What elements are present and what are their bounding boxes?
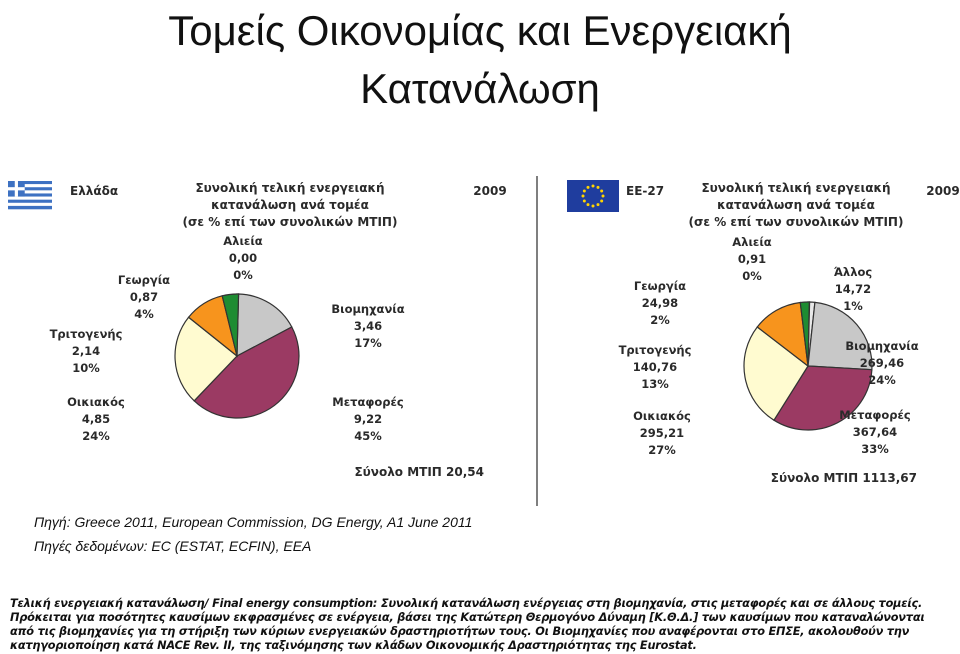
pie-slice-οικιακός [174, 316, 238, 402]
total-label: Σύνολο ΜΤΙΠ 1113,67 [771, 471, 917, 485]
chart-title-line: (σε % επί των συνολικών ΜΤΙΠ) [183, 215, 398, 229]
pie-slice-μεταφορές [193, 326, 300, 419]
slice-percent: 33% [861, 442, 889, 456]
slice-value: 14,72 [835, 282, 871, 296]
slice-label-οικιακός: Οικιακός 4,85 24% [67, 395, 125, 443]
chart-title-line: κατανάλωση ανά τομέα [717, 198, 875, 212]
slice-name: Βιομηχανία [331, 302, 404, 316]
slice-percent: 2% [650, 313, 670, 327]
slice-value: 269,46 [860, 356, 904, 370]
region-label: Ελλάδα [70, 184, 118, 198]
pie-chart-eu27: ΕΕ-27 Συνολική τελική ενεργειακή κατανάλωσ… [567, 180, 960, 485]
definition-note: Τελική ενεργειακή κατανάλωση/ Final ener… [10, 597, 950, 653]
slice-percent: 1% [843, 299, 863, 313]
pie-slice-βιομηχανία [236, 293, 293, 358]
pie-slice-οικιακός [743, 326, 809, 422]
slice-value: 0,87 [130, 290, 158, 304]
slice-label-γεωργία: Γεωργία 0,87 4% [118, 273, 170, 321]
slice-label-μεταφορές: Μεταφορές 367,64 33% [839, 408, 911, 456]
slice-name: Οικιακός [633, 409, 691, 423]
slice-value: 0,91 [738, 252, 766, 266]
year-label: 2009 [926, 184, 959, 198]
chart-title-line: κατανάλωση ανά τομέα [211, 198, 369, 212]
slice-value: 24,98 [642, 296, 678, 310]
slice-name: Άλλος [834, 265, 873, 279]
slice-value: 2,14 [72, 344, 100, 358]
slice-percent: 45% [354, 429, 382, 443]
slice-percent: 17% [354, 336, 382, 350]
slice-label-άλλος: Άλλος 14,72 1% [834, 265, 873, 313]
slice-label-γεωργία: Γεωργία 24,98 2% [634, 279, 686, 327]
slice-value: 295,21 [640, 426, 684, 440]
slice-percent: 24% [82, 429, 110, 443]
pie-slice-γεωργία [221, 293, 240, 357]
slice-label-οικιακός: Οικιακός 295,21 27% [633, 409, 691, 457]
definition-term: Τελική ενεργειακή κατανάλωση/ Final ener… [10, 597, 378, 610]
slice-percent: 13% [641, 377, 669, 391]
slice-value: 4,85 [82, 412, 110, 426]
slice-percent: 10% [72, 361, 100, 375]
slice-name: Τριτογενής [619, 343, 692, 357]
slice-value: 140,76 [633, 360, 677, 374]
region-label: ΕΕ-27 [626, 184, 664, 198]
greece-flag-icon [8, 181, 52, 210]
title-line-2: Κατανάλωση [360, 65, 600, 112]
total-label: Σύνολο ΜΤΙΠ 20,54 [354, 465, 484, 479]
source-text: Πηγή: Greece 2011, European Commission, … [34, 514, 473, 530]
slice-name: Μεταφορές [839, 408, 911, 422]
chart-title-line: Συνολική τελική ενεργειακή [195, 181, 384, 195]
slice-label-βιομηχανία: Βιομηχανία 269,46 24% [845, 339, 918, 387]
slice-name: Τριτογενής [50, 327, 123, 341]
slice-percent: 0% [742, 269, 762, 283]
slice-name: Οικιακός [67, 395, 125, 409]
charts-area: Ελλάδα Συνολική τελική ενεργειακή κατανάλω… [0, 168, 960, 508]
slice-value: 0,00 [229, 251, 257, 265]
slice-value: 9,22 [354, 412, 382, 426]
slice-percent: 4% [134, 307, 154, 321]
slice-name: Γεωργία [634, 279, 686, 293]
slice-name: Αλιεία [223, 234, 263, 248]
data-sources-text: Πηγές δεδομένων: EC (ESTAT, ECFIN), EEA [34, 538, 312, 554]
slice-name: Βιομηχανία [845, 339, 918, 353]
pie-chart-greece: Ελλάδα Συνολική τελική ενεργειακή κατανάλω… [8, 181, 507, 479]
slice-label-μεταφορές: Μεταφορές 9,22 45% [332, 395, 404, 443]
slice-percent: 24% [868, 373, 896, 387]
pie-slice-βιομηχανία [807, 301, 873, 371]
slice-percent: 27% [648, 443, 676, 457]
pie-charts: Ελλάδα Συνολική τελική ενεργειακή κατανάλω… [8, 176, 960, 506]
slice-value: 3,46 [354, 319, 382, 333]
chart-title-line: Συνολική τελική ενεργειακή [701, 181, 890, 195]
year-label: 2009 [473, 184, 506, 198]
title-line-1: Τομείς Οικονομίας και Ενεργειακή [168, 7, 792, 54]
pie-slice-γεωργία [799, 301, 810, 367]
slice-label-βιομηχανία: Βιομηχανία 3,46 17% [331, 302, 404, 350]
chart-title-line: (σε % επί των συνολικών ΜΤΙΠ) [689, 215, 904, 229]
eu-flag-icon [567, 180, 619, 212]
definition-text: Συνολική κατανάλωση ενέργειας στη βιομηχ… [10, 597, 925, 652]
slice-label-αλιεία: Αλιεία 0,00 0% [223, 234, 263, 282]
slice-label-τριτογενής: Τριτογενής 140,76 13% [619, 343, 692, 391]
slice-name: Μεταφορές [332, 395, 404, 409]
slice-name: Γεωργία [118, 273, 170, 287]
page-title: Τομείς Οικονομίας και Ενεργειακή Κατανάλ… [0, 2, 960, 118]
slice-label-τριτογενής: Τριτογενής 2,14 10% [50, 327, 123, 375]
slice-label-αλιεία: Αλιεία 0,91 0% [732, 235, 772, 283]
slice-percent: 0% [233, 268, 253, 282]
slice-value: 367,64 [853, 425, 897, 439]
slice-name: Αλιεία [732, 235, 772, 249]
